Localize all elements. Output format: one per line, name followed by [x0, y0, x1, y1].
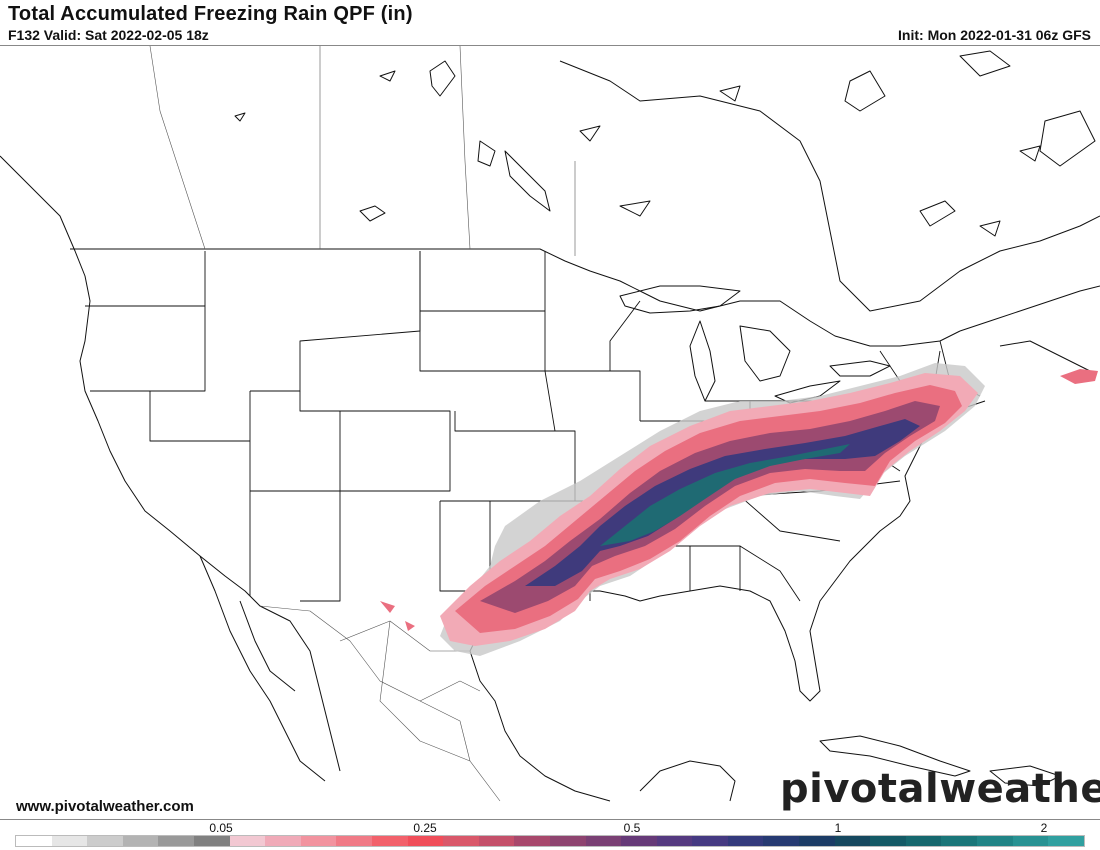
legend-colorbar [15, 835, 1085, 847]
extreme-core [600, 444, 850, 546]
legend-swatch [478, 836, 515, 846]
legend-swatch [621, 836, 657, 846]
very-heavy-band [525, 419, 920, 586]
map-title: Total Accumulated Freezing Rain QPF (in) [8, 3, 413, 25]
website-url: www.pivotalweather.com [16, 798, 194, 815]
legend-label-2: 2 [1040, 821, 1048, 835]
legend-swatch [16, 836, 52, 846]
legend-swatch [870, 836, 906, 846]
legend-swatch [941, 836, 978, 846]
province-borders [149, 46, 576, 256]
canada-us-border [70, 248, 961, 347]
legend-swatch [336, 836, 372, 846]
legend-swatch [905, 836, 942, 846]
legend-swatch [763, 836, 800, 846]
legend-swatch [834, 836, 871, 846]
legend-label-0.5: 0.5 [623, 821, 641, 835]
legend-swatch [549, 836, 586, 846]
legend-swatch [87, 836, 123, 846]
hispaniola [989, 765, 1061, 787]
canadian-lakes [234, 50, 1096, 237]
legend-swatch [977, 836, 1013, 846]
legend-swatch [656, 836, 693, 846]
legend-swatch [727, 836, 764, 846]
legend-swatch [799, 836, 835, 846]
freezing-rain-swath [380, 363, 1098, 656]
legend-swatch [514, 836, 550, 846]
init-time: Init: Mon 2022-01-31 06z GFS [898, 27, 1091, 43]
legend-swatch [300, 836, 337, 846]
lake-huron [739, 325, 791, 382]
legend-swatch [692, 836, 728, 846]
west-coastline [0, 155, 341, 772]
legend-swatch [51, 836, 88, 846]
atlantic-canada [959, 285, 1100, 372]
legend-label-0.25: 0.25 [413, 821, 437, 835]
brand-logo: pivotalweather [780, 766, 1100, 812]
map-canvas [0, 46, 1100, 802]
valid-time: F132 Valid: Sat 2022-02-05 18z [8, 27, 209, 43]
legend-swatch [122, 836, 159, 846]
lake-ontario [829, 360, 891, 377]
hudson-bay [559, 60, 1100, 312]
color-legend: 0.05 0.25 0.5 1 2 [0, 820, 1100, 850]
legend-swatch [1048, 836, 1084, 846]
legend-swatch [1012, 836, 1049, 846]
legend-swatch [193, 836, 230, 846]
lake-michigan [689, 320, 716, 402]
legend-swatch [265, 836, 301, 846]
cuba [819, 735, 971, 777]
legend-swatch [585, 836, 622, 846]
texas-spots [380, 601, 415, 631]
legend-swatch [443, 836, 479, 846]
legend-swatch [371, 836, 408, 846]
legend-label-0.05: 0.05 [209, 821, 233, 835]
map-panel [0, 45, 1100, 820]
legend-label-1: 1 [834, 821, 842, 835]
yucatan [639, 760, 736, 802]
legend-swatch [158, 836, 194, 846]
baja-coast [199, 555, 326, 782]
northeast-spots [1060, 369, 1098, 384]
mexico-gulf-coast [469, 650, 611, 802]
legend-swatch [407, 836, 444, 846]
legend-swatch [229, 836, 266, 846]
mexico-states [259, 605, 501, 802]
lake-superior [619, 285, 741, 314]
